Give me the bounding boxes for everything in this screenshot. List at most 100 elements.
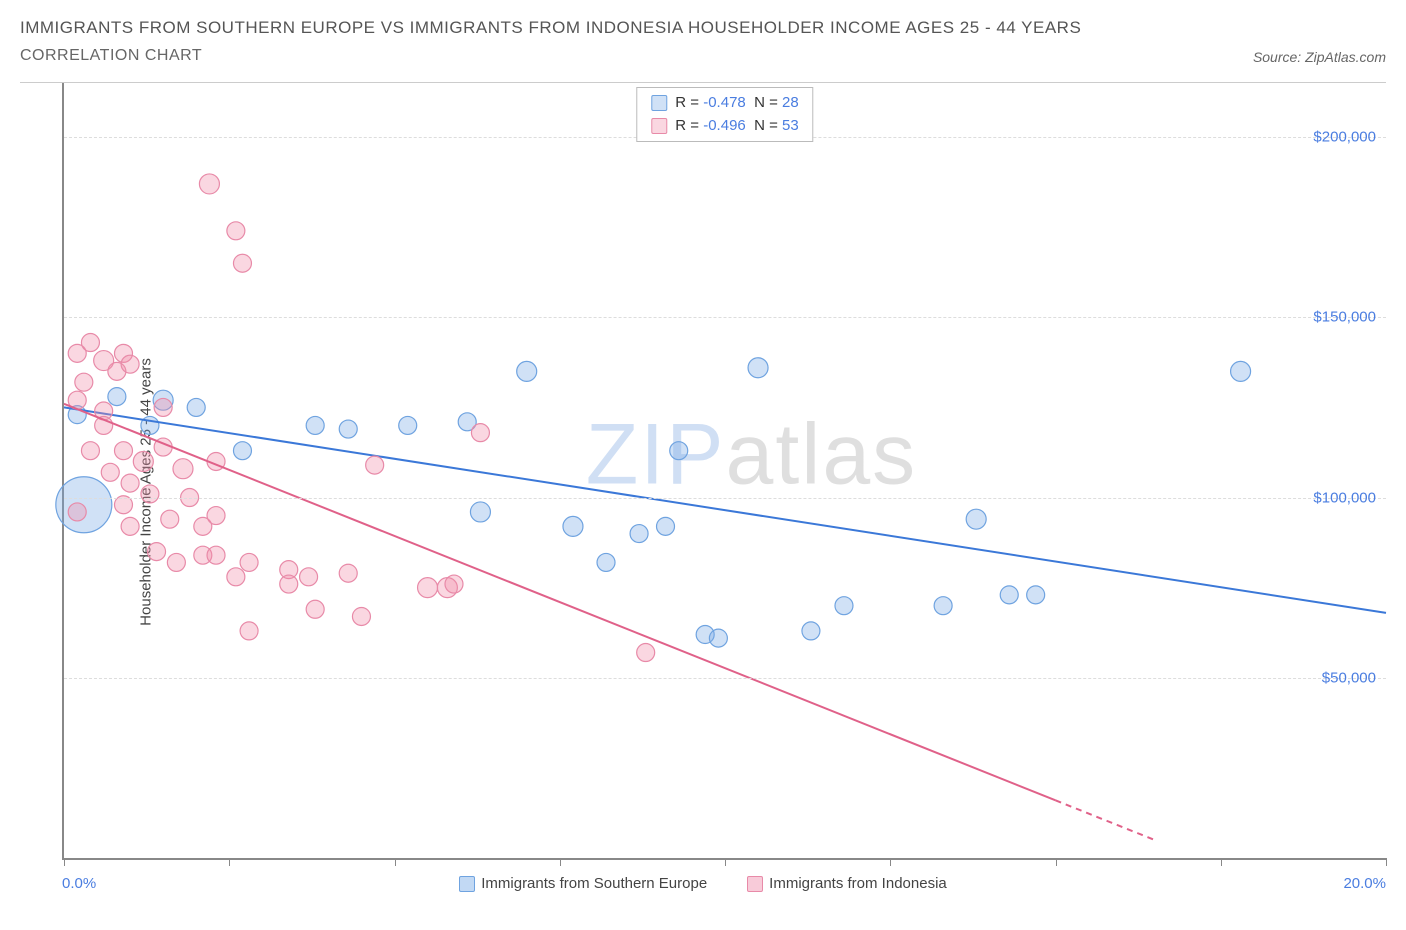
correlation-stats-box: R = -0.478 N = 28R = -0.496 N = 53 [636, 87, 813, 142]
scatter-point [470, 502, 490, 522]
scatter-point [227, 568, 245, 586]
x-tick [64, 858, 65, 866]
stats-row: R = -0.478 N = 28 [651, 92, 798, 115]
y-tick-label: $50,000 [1322, 669, 1376, 686]
scatter-point [418, 578, 438, 598]
scatter-point [101, 463, 119, 481]
gridline [64, 317, 1386, 318]
scatter-point [637, 644, 655, 662]
scatter-point [233, 442, 251, 460]
scatter-point [81, 442, 99, 460]
legend-label: Immigrants from Southern Europe [481, 875, 707, 892]
scatter-point [141, 485, 159, 503]
x-tick [1386, 858, 1387, 866]
y-tick-label: $100,000 [1313, 489, 1376, 506]
scatter-point [445, 575, 463, 593]
scatter-point [121, 517, 139, 535]
scatter-point [199, 174, 219, 194]
legend-item: Immigrants from Indonesia [747, 875, 947, 892]
scatter-point [300, 568, 318, 586]
chart-header: IMMIGRANTS FROM SOUTHERN EUROPE VS IMMIG… [0, 0, 1406, 65]
x-tick [1221, 858, 1222, 866]
x-tick [560, 858, 561, 866]
scatter-point [934, 597, 952, 615]
scatter-point [121, 355, 139, 373]
plot-region: ZIPatlas R = -0.478 N = 28R = -0.496 N =… [62, 83, 1386, 860]
x-axis-min-label: 0.0% [62, 875, 96, 892]
trend-line [64, 404, 1056, 801]
scatter-point [966, 509, 986, 529]
scatter-point [748, 358, 768, 378]
source-attribution: Source: ZipAtlas.com [1253, 49, 1386, 65]
gridline [64, 678, 1386, 679]
scatter-point [207, 546, 225, 564]
stat-r: R = -0.496 N = 53 [675, 115, 798, 138]
scatter-point [121, 474, 139, 492]
scatter-point [75, 373, 93, 391]
chart-subtitle: CORRELATION CHART [20, 47, 202, 65]
x-tick [229, 858, 230, 866]
scatter-point [802, 622, 820, 640]
chart-title: IMMIGRANTS FROM SOUTHERN EUROPE VS IMMIG… [20, 14, 1386, 41]
scatter-point [161, 510, 179, 528]
scatter-point [563, 516, 583, 536]
trend-line-dashed [1056, 800, 1155, 840]
scatter-point [366, 456, 384, 474]
scatter-point [114, 442, 132, 460]
legend-swatch [747, 876, 763, 892]
scatter-point [352, 607, 370, 625]
scatter-point [399, 416, 417, 434]
legend-bottom: Immigrants from Southern Europe Immigrant… [20, 875, 1386, 892]
scatter-point [56, 477, 112, 533]
scatter-point [148, 543, 166, 561]
scatter-point [187, 398, 205, 416]
scatter-point [154, 398, 172, 416]
stats-row: R = -0.496 N = 53 [651, 115, 798, 138]
x-tick [1056, 858, 1057, 866]
trend-line [64, 407, 1386, 612]
series-swatch [651, 118, 667, 134]
scatter-point [240, 553, 258, 571]
scatter-point [81, 334, 99, 352]
y-tick-label: $150,000 [1313, 309, 1376, 326]
scatter-point [709, 629, 727, 647]
scatter-point [240, 622, 258, 640]
y-tick-label: $200,000 [1313, 129, 1376, 146]
scatter-point [1000, 586, 1018, 604]
x-tick [395, 858, 396, 866]
gridline [64, 498, 1386, 499]
scatter-point [630, 525, 648, 543]
x-tick [890, 858, 891, 866]
stat-r: R = -0.478 N = 28 [675, 92, 798, 115]
scatter-point [835, 597, 853, 615]
legend-item: Immigrants from Southern Europe [459, 875, 707, 892]
scatter-point [108, 388, 126, 406]
source-name: ZipAtlas.com [1305, 49, 1386, 65]
chart-area: Householder Income Ages 25 - 44 years ZI… [20, 82, 1386, 900]
scatter-point [207, 507, 225, 525]
scatter-point [339, 564, 357, 582]
scatter-point [233, 254, 251, 272]
x-axis-max-label: 20.0% [1343, 875, 1386, 892]
x-tick [725, 858, 726, 866]
scatter-point [1027, 586, 1045, 604]
scatter-point [167, 553, 185, 571]
source-prefix: Source: [1253, 49, 1305, 65]
scatter-point [1231, 361, 1251, 381]
legend-swatch [459, 876, 475, 892]
scatter-point [670, 442, 688, 460]
scatter-point [471, 424, 489, 442]
scatter-point [517, 361, 537, 381]
scatter-point [657, 517, 675, 535]
scatter-point [597, 553, 615, 571]
scatter-point [280, 575, 298, 593]
scatter-point [227, 222, 245, 240]
scatter-point [306, 416, 324, 434]
legend-label: Immigrants from Indonesia [769, 875, 947, 892]
scatter-point [68, 503, 86, 521]
scatter-point [173, 459, 193, 479]
series-swatch [651, 95, 667, 111]
scatter-point [133, 451, 153, 471]
scatter-point [306, 600, 324, 618]
plot-svg [64, 83, 1386, 858]
